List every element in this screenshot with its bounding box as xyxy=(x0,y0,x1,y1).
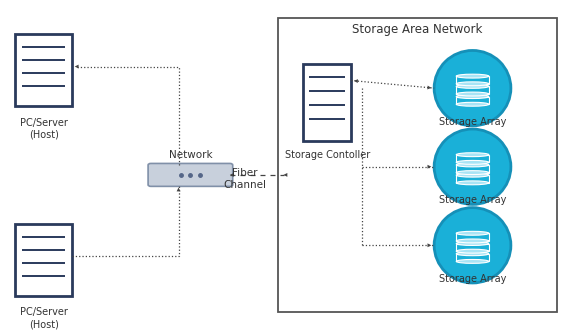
Ellipse shape xyxy=(456,171,489,175)
Text: PC/Server
(Host): PC/Server (Host) xyxy=(20,118,67,139)
Bar xyxy=(456,155,489,162)
Ellipse shape xyxy=(456,231,489,235)
Ellipse shape xyxy=(456,95,489,98)
Ellipse shape xyxy=(434,129,511,204)
Ellipse shape xyxy=(456,92,489,96)
Ellipse shape xyxy=(456,181,489,185)
Text: Fiber
Channel: Fiber Channel xyxy=(223,169,266,190)
Bar xyxy=(456,244,489,251)
Ellipse shape xyxy=(434,208,511,283)
Text: Network: Network xyxy=(168,150,212,160)
Ellipse shape xyxy=(456,163,489,167)
Text: Storage Array: Storage Array xyxy=(439,274,506,284)
FancyBboxPatch shape xyxy=(148,163,232,186)
Text: Storage Array: Storage Array xyxy=(439,117,506,127)
Ellipse shape xyxy=(456,160,489,164)
Bar xyxy=(456,86,489,94)
Ellipse shape xyxy=(456,84,489,88)
Ellipse shape xyxy=(456,173,489,177)
Text: Storage Contoller: Storage Contoller xyxy=(285,150,370,160)
Bar xyxy=(456,165,489,173)
Text: Storage Array: Storage Array xyxy=(439,195,506,205)
Bar xyxy=(456,175,489,183)
Bar xyxy=(456,233,489,241)
Text: PC/Server
(Host): PC/Server (Host) xyxy=(20,308,67,329)
Bar xyxy=(303,64,351,140)
Ellipse shape xyxy=(456,102,489,106)
Ellipse shape xyxy=(456,153,489,157)
Ellipse shape xyxy=(456,249,489,253)
Bar xyxy=(15,224,72,296)
Bar xyxy=(456,96,489,104)
Bar xyxy=(278,18,557,313)
Ellipse shape xyxy=(456,260,489,263)
Ellipse shape xyxy=(456,82,489,86)
Bar xyxy=(15,34,72,106)
Ellipse shape xyxy=(456,242,489,246)
Text: Storage Area Network: Storage Area Network xyxy=(352,23,483,36)
Ellipse shape xyxy=(456,74,489,78)
Ellipse shape xyxy=(456,252,489,256)
Ellipse shape xyxy=(456,239,489,243)
Bar xyxy=(456,254,489,261)
Bar xyxy=(456,76,489,84)
Ellipse shape xyxy=(434,51,511,126)
